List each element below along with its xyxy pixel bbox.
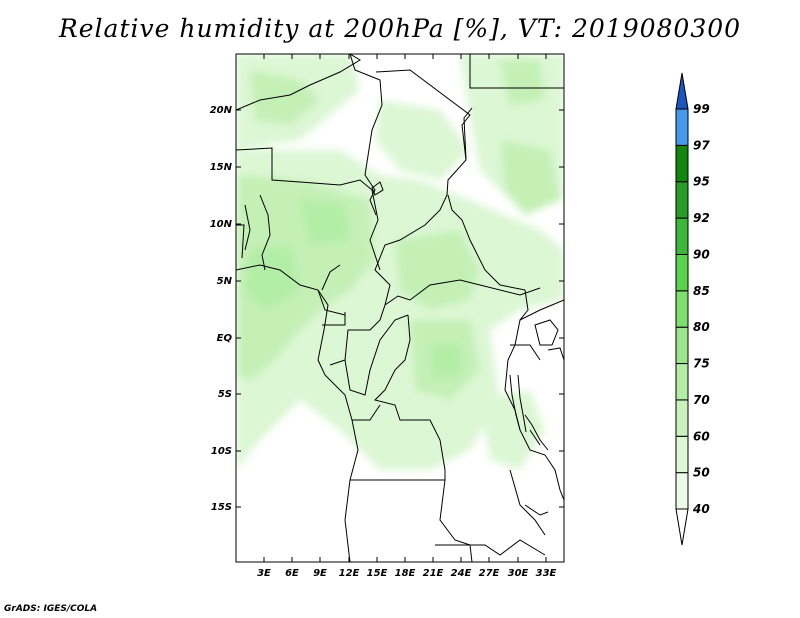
- colorbar-lower-triangle: [675, 508, 689, 546]
- colorbar-segment: [675, 399, 689, 437]
- lon-tick-label: 30E: [508, 568, 529, 579]
- colorbar-level-label: 50: [693, 466, 710, 480]
- latitude-axis: 20N 15N 10N 5N EQ 5S 10S 15S: [210, 105, 564, 513]
- colorbar-segment: [675, 290, 689, 328]
- colorbar-upper-triangle: [675, 72, 689, 110]
- colorbar-level-label: 95: [693, 175, 710, 189]
- lon-tick-label: 9E: [313, 568, 327, 579]
- lon-tick-label: 24E: [451, 568, 472, 579]
- map-frame: [235, 53, 565, 563]
- longitude-axis: 3E 6E 9E 12E 15E 18E 21E 24E 27E 30E 33E: [257, 54, 557, 579]
- lon-tick-label: 21E: [423, 568, 444, 579]
- colorbar-segment: [675, 363, 689, 401]
- colorbar-level-label: 80: [693, 320, 710, 334]
- lon-tick-label: 3E: [257, 568, 271, 579]
- lat-tick-label: 5N: [217, 276, 233, 287]
- colorbar-segment: [675, 217, 689, 255]
- colorbar-segment: [675, 108, 689, 146]
- colorbar-level-label: 92: [693, 211, 710, 225]
- colorbar-segment: [675, 472, 689, 510]
- lat-tick-label: 10N: [210, 219, 233, 230]
- colorbar-segment: [675, 326, 689, 365]
- colorbar-segment: [675, 144, 689, 183]
- lon-tick-label: 15E: [367, 568, 388, 579]
- colorbar-level-label: 40: [692, 502, 710, 516]
- lat-tick-label: 15S: [211, 502, 232, 513]
- lon-tick-label: 27E: [479, 568, 500, 579]
- lon-tick-label: 33E: [536, 568, 557, 579]
- chart-title: Relative humidity at 200hPa [%], VT: 201…: [58, 14, 742, 43]
- colorbar: 40 50 60 70 75 80 85 90 92 95 97 99: [675, 72, 710, 546]
- lat-tick-label: 20N: [210, 105, 233, 116]
- humidity-map: 20N 15N 10N 5N EQ 5S 10S 15S 3E 6E 9E 12E 15E 18E 21E…: [210, 53, 565, 579]
- colorbar-level-label: 60: [693, 429, 710, 443]
- colorbar-segment: [675, 181, 689, 219]
- colorbar-level-label: 75: [693, 357, 710, 371]
- lat-tick-label: 10S: [211, 446, 232, 457]
- country-borders: [236, 54, 564, 562]
- lon-tick-label: 12E: [339, 568, 360, 579]
- humidity-field: [236, 54, 564, 470]
- colorbar-level-label: 90: [693, 247, 710, 261]
- lon-tick-label: 18E: [395, 568, 416, 579]
- colorbar-level-label: 97: [693, 138, 710, 152]
- colorbar-segment: [675, 253, 689, 292]
- lat-tick-label: EQ: [217, 333, 233, 344]
- colorbar-level-label: 85: [693, 284, 710, 298]
- colorbar-level-label: 70: [693, 393, 710, 407]
- colorbar-segment: [675, 435, 689, 474]
- grads-credit: GrADS: IGES/COLA: [4, 604, 98, 614]
- colorbar-level-label: 99: [693, 102, 710, 116]
- lat-tick-label: 15N: [210, 162, 233, 173]
- lon-tick-label: 6E: [285, 568, 299, 579]
- lat-tick-label: 5S: [218, 389, 232, 400]
